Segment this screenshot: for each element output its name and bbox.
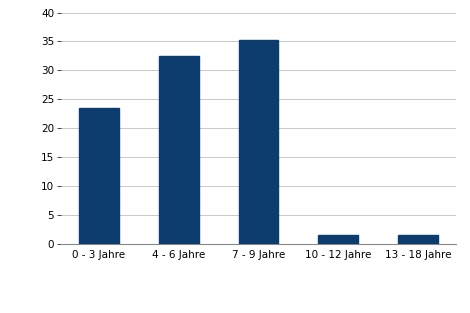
- Bar: [318, 235, 358, 244]
- Bar: [79, 108, 119, 244]
- Bar: [159, 56, 199, 244]
- Bar: [398, 235, 438, 244]
- Bar: [239, 40, 278, 244]
